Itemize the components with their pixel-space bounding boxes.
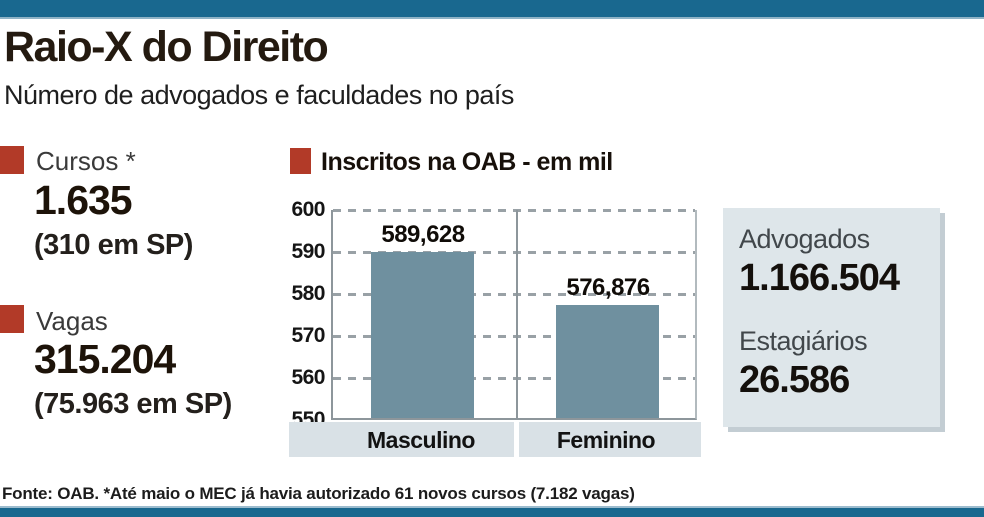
page-title: Raio-X do Direito: [4, 23, 329, 71]
stat-cursos-label: Cursos *: [36, 146, 136, 176]
category-divider-line: [516, 210, 518, 418]
category-band-feminino: [519, 422, 701, 457]
category-band-masculino: [289, 422, 514, 457]
y-axis-tick-label-590: 590: [291, 240, 325, 263]
stat-vagas-note: (75.963 em SP): [34, 388, 232, 420]
gridline-560: [333, 377, 695, 380]
gridline-580: [333, 293, 695, 296]
bar-value-masculino: 589,628: [381, 220, 465, 248]
summary-advogados-label: Advogados: [739, 224, 870, 254]
gridline-600: [333, 209, 695, 212]
stat-vagas-value: 315.204: [34, 336, 176, 382]
category-label-masculino: Masculino: [367, 427, 475, 453]
summary-item-advogados: Advogados 1.166.504: [739, 224, 926, 300]
y-axis-tick-label-560: 560: [291, 366, 325, 389]
source-footnote: Fonte: OAB. *Até maio o MEC já havia aut…: [2, 484, 635, 503]
red-square-bullet-icon: [290, 148, 311, 174]
stat-cursos-value: 1.635: [34, 177, 133, 223]
bar-feminino: [556, 305, 659, 418]
summary-estagiarios-label: Estagiários: [739, 326, 868, 356]
bottom-border-bar: [0, 508, 984, 517]
gridline-590: [333, 251, 695, 254]
y-axis-tick-label-580: 580: [291, 282, 325, 305]
bottom-border-accent-line: [0, 506, 984, 508]
chart-title: Inscritos na OAB - em mil: [321, 148, 613, 176]
summary-item-estagiarios: Estagiários 26.586: [739, 326, 926, 402]
summary-box: Advogados 1.166.504 Estagiários 26.586: [723, 208, 940, 427]
stat-cursos-note: (310 em SP): [34, 229, 193, 261]
top-border-bar: [0, 0, 984, 17]
bar-value-feminino: 576,876: [566, 274, 650, 302]
stat-vagas-label: Vagas: [36, 306, 108, 336]
y-axis: 550 560 570 580 590 600: [281, 198, 325, 431]
top-border-accent-line: [0, 17, 984, 19]
red-square-bullet-icon: [0, 146, 24, 174]
plot-area: 589,628 576,876: [331, 209, 697, 420]
gridline-570: [333, 335, 695, 338]
y-axis-tick-label-570: 570: [291, 324, 325, 347]
bar-masculino: [371, 251, 474, 418]
page-subtitle: Número de advogados e faculdades no país: [4, 80, 514, 110]
red-square-bullet-icon: [0, 305, 24, 333]
y-axis-tick-label-600: 600: [291, 198, 325, 221]
summary-estagiarios-value: 26.586: [739, 359, 850, 401]
category-label-feminino: Feminino: [556, 427, 656, 453]
summary-advogados-value: 1.166.504: [739, 257, 900, 299]
